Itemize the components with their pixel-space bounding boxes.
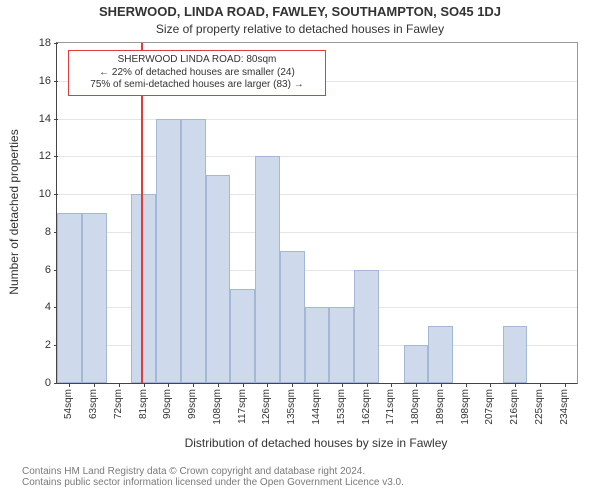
y-tick-label: 16 [39, 75, 57, 87]
histogram-bar [156, 119, 181, 383]
x-tick-mark [342, 383, 343, 387]
histogram-bar [230, 289, 255, 383]
x-tick-label: 153sqm [336, 389, 347, 425]
x-tick-label: 135sqm [286, 389, 297, 425]
x-tick-mark [416, 383, 417, 387]
x-tick-mark [367, 383, 368, 387]
x-tick-label: 144sqm [311, 389, 322, 425]
x-tick-label: 189sqm [435, 389, 446, 425]
property-annotation: SHERWOOD LINDA ROAD: 80sqm← 22% of detac… [68, 50, 326, 96]
x-tick-mark [168, 383, 169, 387]
x-tick-label: 54sqm [63, 389, 74, 419]
histogram-bar [305, 307, 330, 383]
x-tick-mark [466, 383, 467, 387]
x-tick-label: 225sqm [534, 389, 545, 425]
x-tick-mark [317, 383, 318, 387]
y-tick-label: 4 [45, 301, 57, 313]
footer-attribution: Contains HM Land Registry data © Crown c… [22, 466, 404, 488]
x-tick-mark [540, 383, 541, 387]
histogram-bar [428, 326, 453, 383]
histogram-bar [503, 326, 528, 383]
chart-container: SHERWOOD, LINDA ROAD, FAWLEY, SOUTHAMPTO… [0, 0, 600, 500]
y-tick-label: 8 [45, 226, 57, 238]
x-tick-mark [267, 383, 268, 387]
histogram-bar [404, 345, 429, 383]
x-tick-label: 207sqm [484, 389, 495, 425]
histogram-bar [131, 194, 156, 383]
histogram-bar [206, 175, 231, 383]
x-tick-mark [69, 383, 70, 387]
x-tick-mark [218, 383, 219, 387]
y-axis-label: Number of detached properties [7, 129, 21, 294]
x-tick-label: 117sqm [237, 389, 248, 424]
y-tick-label: 18 [39, 37, 57, 49]
histogram-bar [329, 307, 354, 383]
histogram-bar [280, 251, 305, 383]
footer-line-1: Contains HM Land Registry data © Crown c… [22, 466, 404, 477]
y-tick-label: 6 [45, 264, 57, 276]
chart-title: SHERWOOD, LINDA ROAD, FAWLEY, SOUTHAMPTO… [0, 4, 600, 19]
y-tick-label: 10 [39, 188, 57, 200]
x-tick-label: 171sqm [385, 389, 396, 425]
x-tick-label: 63sqm [88, 389, 99, 419]
y-tick-label: 12 [39, 150, 57, 162]
y-tick-label: 14 [39, 113, 57, 125]
x-tick-mark [565, 383, 566, 387]
x-tick-mark [193, 383, 194, 387]
x-tick-mark [144, 383, 145, 387]
gridline [57, 156, 577, 157]
x-tick-label: 99sqm [187, 389, 198, 419]
gridline [57, 119, 577, 120]
y-tick-label: 0 [45, 377, 57, 389]
x-tick-mark [292, 383, 293, 387]
footer-line-2: Contains public sector information licen… [22, 477, 404, 488]
annotation-line: SHERWOOD LINDA ROAD: 80sqm [72, 54, 322, 67]
y-tick-label: 2 [45, 339, 57, 351]
x-tick-label: 126sqm [261, 389, 272, 425]
x-tick-mark [515, 383, 516, 387]
annotation-line: 75% of semi-detached houses are larger (… [72, 79, 322, 92]
x-tick-label: 90sqm [162, 389, 173, 419]
x-tick-label: 216sqm [509, 389, 520, 425]
annotation-line: ← 22% of detached houses are smaller (24… [72, 67, 322, 80]
x-tick-label: 108sqm [212, 389, 223, 425]
x-tick-mark [391, 383, 392, 387]
histogram-bar [354, 270, 379, 383]
x-tick-label: 180sqm [410, 389, 421, 425]
x-tick-label: 234sqm [559, 389, 570, 425]
x-tick-mark [243, 383, 244, 387]
x-tick-mark [441, 383, 442, 387]
histogram-bar [82, 213, 107, 383]
histogram-bar [57, 213, 82, 383]
x-tick-mark [490, 383, 491, 387]
x-axis-label: Distribution of detached houses by size … [56, 436, 576, 450]
x-tick-mark [94, 383, 95, 387]
x-tick-label: 198sqm [460, 389, 471, 425]
histogram-bar [181, 119, 206, 383]
x-tick-label: 162sqm [361, 389, 372, 425]
chart-subtitle: Size of property relative to detached ho… [0, 22, 600, 36]
x-tick-label: 81sqm [138, 389, 149, 419]
x-tick-mark [119, 383, 120, 387]
histogram-bar [255, 156, 280, 383]
x-tick-label: 72sqm [113, 389, 124, 419]
